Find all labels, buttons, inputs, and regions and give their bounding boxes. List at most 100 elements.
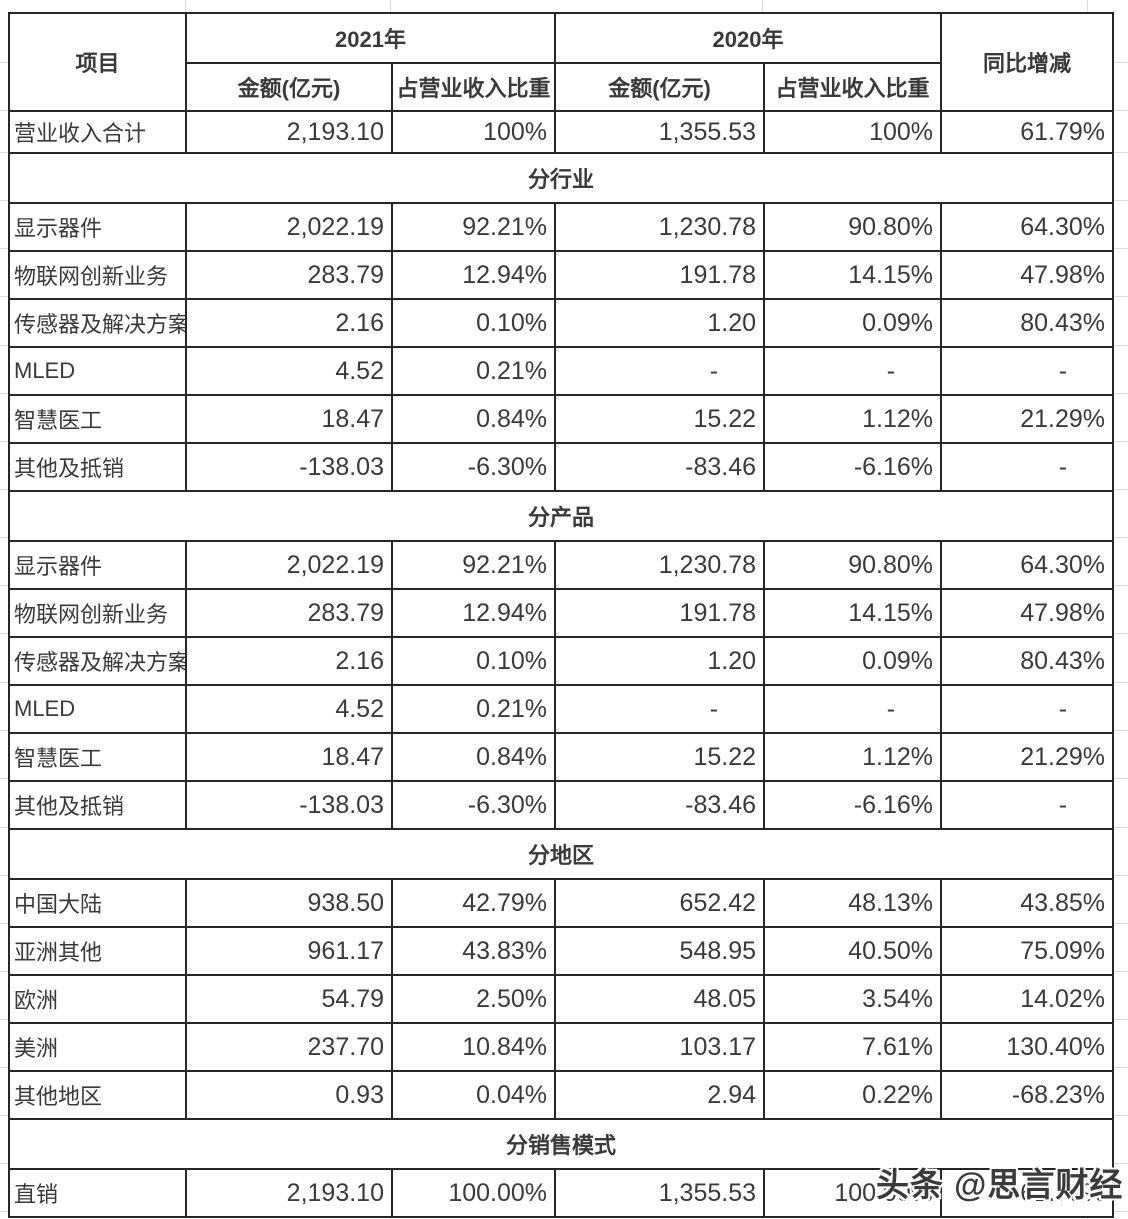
- value-cell: -6.16%: [763, 780, 943, 830]
- value-cell: 64.30%: [940, 202, 1115, 252]
- value-cell: 652.42: [554, 878, 766, 928]
- table-row: 智慧医工 18.47 0.84% 15.22 1.12% 21.29%: [8, 394, 1115, 444]
- table-row: 物联网创新业务 283.79 12.94% 191.78 14.15% 47.98%: [8, 588, 1115, 638]
- item-label: 其他及抵销: [8, 780, 187, 830]
- value-cell: 4.52: [185, 346, 393, 396]
- header-row-measures: 金额(亿元) 占营业收入比重 金额(亿元) 占营业收入比重: [9, 62, 1113, 112]
- value-cell: 47.98%: [940, 250, 1115, 300]
- value-cell: 48.05: [554, 974, 766, 1024]
- item-label: 传感器及解决方案: [8, 636, 187, 686]
- value-cell: 64.30%: [940, 540, 1115, 590]
- value-cell: -83.46: [554, 442, 766, 492]
- value-cell: 15.22: [554, 732, 766, 782]
- item-label: 美洲: [8, 1022, 187, 1072]
- value-cell: 2.16: [185, 298, 393, 348]
- header-yoy: 同比增减: [940, 12, 1115, 112]
- value-cell: 54.79: [185, 974, 393, 1024]
- watermark: 头条 @思言财经: [876, 1166, 1124, 1203]
- value-cell: -68.23%: [940, 1070, 1115, 1120]
- value-cell: -: [940, 780, 1115, 830]
- value-cell: 130.40%: [940, 1022, 1115, 1072]
- value-cell: -: [763, 346, 943, 396]
- value-cell: -: [940, 346, 1115, 396]
- item-label: 物联网创新业务: [8, 588, 187, 638]
- value-cell: 1.12%: [763, 732, 943, 782]
- item-label: 其他及抵销: [8, 442, 187, 492]
- value-cell: 100.00%: [763, 1168, 943, 1218]
- value-cell: 0.84%: [390, 732, 557, 782]
- value-cell: 43.85%: [940, 878, 1115, 928]
- table-row: 显示器件 2,022.19 92.21% 1,230.78 90.80% 64.30%: [8, 202, 1115, 252]
- table-row: MLED 4.52 0.21% - - -: [8, 684, 1115, 734]
- item-label: 智慧医工: [8, 394, 187, 444]
- item-label: MLED: [8, 684, 187, 734]
- value-cell: 10.84%: [390, 1022, 557, 1072]
- value-cell: 1.12%: [763, 394, 943, 444]
- value-cell: 4.52: [185, 684, 393, 734]
- item-label: 其他地区: [8, 1070, 187, 1120]
- value-cell: 48.13%: [763, 878, 943, 928]
- value-cell: 2,193.10: [185, 1168, 393, 1218]
- value-cell: 90.80%: [763, 540, 943, 590]
- value-cell: 21.29%: [940, 732, 1115, 782]
- value-cell: -6.30%: [390, 442, 557, 492]
- section-title: 分产品: [7, 490, 1115, 542]
- table-row: 物联网创新业务 283.79 12.94% 191.78 14.15% 47.98%: [8, 250, 1115, 300]
- value-cell: 61.79%: [940, 110, 1115, 154]
- table-row: MLED 4.52 0.21% - - -: [8, 346, 1115, 396]
- value-cell: 12.94%: [390, 588, 557, 638]
- value-cell: -6.16%: [763, 442, 943, 492]
- value-cell: 283.79: [185, 588, 393, 638]
- value-cell: 61.79%: [940, 1168, 1115, 1218]
- section-title: 分销售模式: [7, 1118, 1115, 1170]
- table-row: 欧洲 54.79 2.50% 48.05 3.54% 14.02%: [8, 974, 1115, 1024]
- value-cell: 283.79: [185, 250, 393, 300]
- value-cell: 2.16: [185, 636, 393, 686]
- value-cell: -: [554, 684, 766, 734]
- value-cell: 0.10%: [390, 298, 557, 348]
- item-label: 直销: [8, 1168, 187, 1218]
- header-row-years: 项目 2021年 2020年 同比增减: [8, 12, 1115, 112]
- item-label: MLED: [8, 346, 187, 396]
- value-cell: 1,355.53: [554, 1168, 766, 1218]
- section-title: 分地区: [7, 828, 1115, 880]
- table-row: 其他及抵销 -138.03 -6.30% -83.46 -6.16% -: [8, 780, 1115, 830]
- value-cell: 0.22%: [763, 1070, 943, 1120]
- item-label: 传感器及解决方案: [8, 298, 187, 348]
- value-cell: 0.84%: [390, 394, 557, 444]
- value-cell: 47.98%: [940, 588, 1115, 638]
- value-cell: 18.47: [185, 732, 393, 782]
- value-cell: 43.83%: [390, 926, 557, 976]
- value-cell: -: [940, 442, 1115, 492]
- value-cell: 92.21%: [390, 540, 557, 590]
- item-label: 智慧医工: [8, 732, 187, 782]
- section-row: 分行业: [7, 152, 1115, 204]
- table-row: 智慧医工 18.47 0.84% 15.22 1.12% 21.29%: [8, 732, 1115, 782]
- table-row: 中国大陆 938.50 42.79% 652.42 48.13% 43.85%: [8, 878, 1115, 928]
- value-cell: 0.10%: [390, 636, 557, 686]
- table-row: 传感器及解决方案 2.16 0.10% 1.20 0.09% 80.43%: [8, 636, 1115, 686]
- header-item: 项目: [8, 12, 187, 112]
- item-label: 物联网创新业务: [8, 250, 187, 300]
- value-cell: 0.93: [185, 1070, 393, 1120]
- value-cell: 0.04%: [390, 1070, 557, 1120]
- header-year-2020: 2020年: [554, 12, 943, 64]
- item-label: 欧洲: [8, 974, 187, 1024]
- value-cell: 42.79%: [390, 878, 557, 928]
- value-cell: 1,230.78: [554, 540, 766, 590]
- item-label: 显示器件: [8, 202, 187, 252]
- value-cell: 14.15%: [763, 588, 943, 638]
- value-cell: -: [763, 684, 943, 734]
- value-cell: 14.15%: [763, 250, 943, 300]
- value-cell: 191.78: [554, 250, 766, 300]
- value-cell: 0.21%: [390, 346, 557, 396]
- value-cell: 237.70: [185, 1022, 393, 1072]
- header-year-2021: 2021年: [184, 12, 557, 64]
- value-cell: 1.20: [554, 298, 766, 348]
- section-row: 分地区: [7, 828, 1115, 880]
- value-cell: 2,022.19: [185, 202, 393, 252]
- value-cell: 80.43%: [940, 298, 1115, 348]
- value-cell: 961.17: [185, 926, 393, 976]
- value-cell: 100%: [763, 110, 943, 154]
- section-row: 分销售模式: [7, 1118, 1115, 1170]
